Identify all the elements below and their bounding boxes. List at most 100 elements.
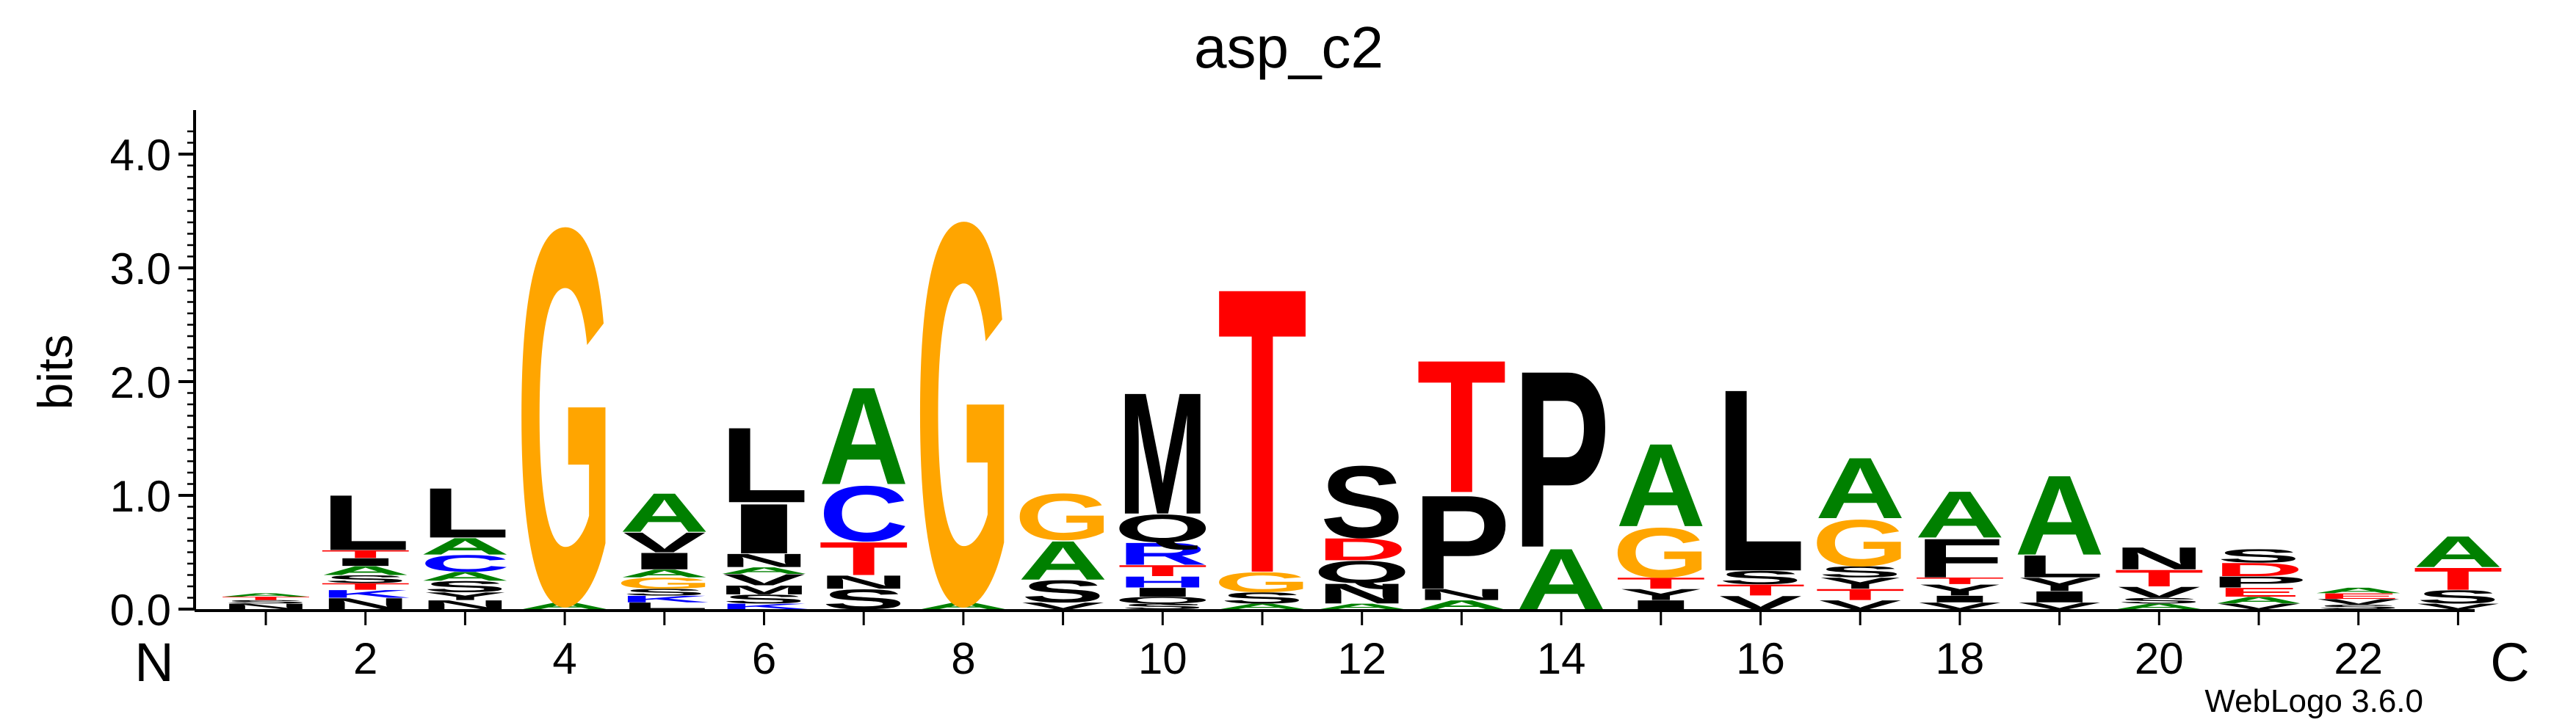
logo-letter-A: A [620,567,709,580]
logo-letter-S: S [1021,574,1104,609]
logo-letter-S: S [1819,563,1902,580]
chart-title: asp_c2 [1194,15,1383,80]
logo-letter-K: K [719,602,808,611]
y-axis: 0.0 1.0 2.0 3.0 4.0 [110,110,196,635]
logo-letter-G: G [1812,506,1909,580]
logo-letter-E: E [2217,585,2300,599]
logo-letter-T: T [1815,586,1905,603]
y-axis-label: bits [28,335,82,410]
logo-letter-G: G [616,575,713,592]
logo-letter-Y: Y [1918,581,2001,599]
logo-letter-V: V [2118,583,2201,601]
logo-letter-I: I [2015,588,2104,605]
logo-letter-T: T [321,548,410,561]
logo-letter-Y: Y [2018,574,2101,595]
logo-letter-A: A [420,569,510,583]
logo-letter-S: S [2118,597,2201,605]
logo-letter-N: N [420,597,510,611]
x-tick-label: 16 [1736,634,1785,683]
logo-letter-L: L [2015,549,2105,584]
logo-letter-N: N [321,595,410,613]
logo-letter-M: M [719,583,808,597]
logo-letter-T: T [321,581,410,592]
logo-letter-S: S [623,587,706,597]
logo-letter-V: V [1819,597,1902,611]
logo-letter-A: A [819,359,908,514]
logo-letter-C: C [420,550,510,577]
logo-letter-D: D [2214,559,2304,580]
logo-letter-A: A [2114,602,2204,611]
y-tick-label: 3.0 [110,244,171,294]
logo-letter-A: A [2314,586,2403,595]
logo-letter-R: R [1118,536,1207,572]
x-tick-label: 8 [951,634,975,683]
logo-letter-S: S [1719,567,1802,588]
logo-letter-N: N [2114,541,2204,576]
x-tick-label: 2 [353,634,377,683]
logo-letter-A: A [1516,531,1606,627]
logo-letter-S: S [224,599,307,604]
x-tick-label: 22 [2334,634,2383,683]
logo-letter-T: T [2114,565,2204,592]
logo-letter-V: V [1719,592,1802,614]
logo-letter-A: A [321,564,410,578]
logo-letter-I: I [321,556,410,569]
n-terminus-label: N [134,632,173,693]
logo-letter-T: T [1915,575,2005,586]
logo-letter-N: N [1417,586,1506,603]
logo-letter-A: A [2413,527,2503,576]
logo-letter-P: P [1512,318,1610,600]
logo-letter-T: T [1118,562,1207,580]
logo-letter-A: A [420,533,510,559]
logo-letter-Y: Y [424,590,507,603]
logo-letter-M: M [1118,357,1207,550]
logo-letter-L: L [321,479,410,567]
logo-letter-A: A [520,600,609,611]
logo-column-14: AP [1512,318,1610,627]
logo-letter-F: F [1915,528,2005,589]
logo-letter-I: I [620,548,709,575]
logo-letter-N: N [1317,578,1407,610]
x-tick-label: 12 [1337,634,1386,683]
logo-letter-S: S [1121,602,1204,611]
logo-letter-N: N [719,550,808,571]
logo-letter-K: K [321,588,410,600]
x-tick-label: 6 [752,634,776,683]
weblogo-version-footer: WebLogo 3.6.0 [2204,683,2423,719]
logo-letter-Q: Q [1114,595,1211,605]
logo-letter-S: S [723,592,806,606]
logo-letter-A: A [620,481,709,543]
x-tick-label: 4 [552,634,576,683]
logo-letter-V: V [2317,597,2400,606]
logo-letter-T: T [819,532,908,585]
logo-letter-C: C [819,470,908,558]
logo-letter-N: N [221,602,311,611]
logo-letter-S: S [2317,603,2400,611]
logo-letter-D: D [1317,532,1407,567]
logo-letter-V: V [723,571,806,589]
logo-letter-A: A [1616,419,1706,551]
logo-letter-S: S [1220,589,1303,607]
logo-letter-G: G [915,109,1012,718]
c-terminus-label: C [2490,632,2529,693]
logo-letter-A: A [1417,597,1506,611]
x-tick-label: 20 [2135,634,2184,683]
logo-letter-I: I [720,489,808,568]
